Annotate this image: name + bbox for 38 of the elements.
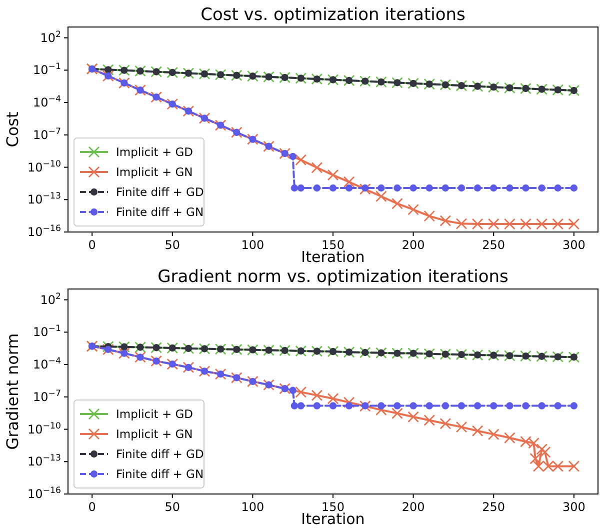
x-tick-label: 300 bbox=[562, 238, 586, 252]
y-tick-label: 10$^{−4}$ bbox=[33, 94, 61, 110]
legend-label: Finite diff + GD bbox=[116, 447, 204, 461]
y-tick-label: 10$^{−7}$ bbox=[33, 126, 61, 142]
y-tick-label: 10$^{−10}$ bbox=[28, 421, 61, 436]
y-tick-label: 10$^{−1}$ bbox=[33, 324, 61, 340]
x-tick-label: 200 bbox=[402, 500, 425, 514]
legend-label: Finite diff + GN bbox=[116, 205, 204, 219]
x-tick-label: 0 bbox=[88, 500, 96, 514]
y-tick-label: 10$^{−16}$ bbox=[28, 224, 61, 239]
y-axis-title: Cost bbox=[3, 112, 22, 148]
legend-label: Implicit + GN bbox=[116, 165, 193, 179]
x-tick-label: 50 bbox=[164, 500, 180, 514]
x-tick-label: 300 bbox=[562, 500, 586, 514]
x-tick-label: 200 bbox=[402, 238, 425, 252]
x-tick-label: 100 bbox=[241, 500, 264, 514]
chart-title: Cost vs. optimization iterations bbox=[200, 5, 466, 25]
chart-title: Gradient norm vs. optimization iterations bbox=[158, 267, 509, 287]
y-tick-label: 10$^{−10}$ bbox=[28, 159, 61, 174]
y-tick-label: 10$^{−13}$ bbox=[28, 192, 61, 207]
y-tick-label: 10$^{2}$ bbox=[40, 292, 61, 307]
x-tick-label: 250 bbox=[482, 238, 506, 252]
legend-label: Implicit + GD bbox=[116, 407, 194, 421]
legend-label: Implicit + GN bbox=[116, 427, 193, 441]
x-tick-label: 50 bbox=[164, 238, 180, 252]
y-tick-label: 10$^{−13}$ bbox=[28, 454, 61, 469]
y-tick-label: 10$^{−1}$ bbox=[33, 62, 61, 78]
legend-label: Finite diff + GN bbox=[116, 467, 204, 481]
legend-label: Implicit + GD bbox=[116, 145, 194, 159]
y-axis-title: Gradient norm bbox=[3, 333, 22, 450]
y-tick-label: 10$^{−7}$ bbox=[33, 388, 61, 404]
legend-label: Finite diff + GD bbox=[116, 185, 204, 199]
x-tick-label: 100 bbox=[241, 238, 264, 252]
x-tick-label: 0 bbox=[88, 238, 96, 252]
y-tick-label: 10$^{−4}$ bbox=[33, 356, 61, 372]
y-tick-label: 10$^{2}$ bbox=[40, 30, 61, 45]
x-tick-label: 250 bbox=[482, 500, 506, 514]
y-tick-label: 10$^{−16}$ bbox=[28, 486, 61, 501]
